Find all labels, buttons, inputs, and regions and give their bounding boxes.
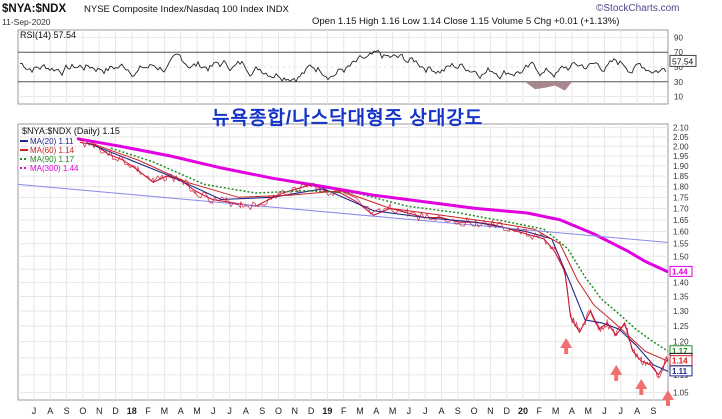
price-axis-label: 1.80: [673, 183, 689, 192]
x-tick-label: M: [584, 406, 592, 416]
x-tick-label: D: [503, 406, 510, 416]
legend-title: $NYA:$NDX (Daily) 1.15: [22, 126, 120, 136]
x-tick-label: 20: [518, 406, 528, 416]
price-daily-texture: [79, 139, 669, 380]
series-line-ma20: [86, 141, 669, 372]
x-tick-label: A: [438, 406, 444, 416]
series-line-ma90: [110, 147, 669, 352]
price-axis-label: 1.35: [673, 293, 689, 302]
price-tag: [669, 265, 693, 277]
up-arrow-marker: [635, 379, 648, 396]
rsi-value-tag: [669, 54, 697, 67]
rsi-value-tag-text: 57.54: [672, 56, 694, 66]
x-tick-label: M: [193, 406, 201, 416]
x-tick-label: N: [487, 406, 494, 416]
korean-annotation: 뉴욕종합/나스닥대형주 상대강도: [212, 107, 483, 129]
price-axis-label: 1.70: [673, 204, 689, 213]
rsi-axis-label: 90: [674, 33, 683, 42]
x-tick-label: A: [178, 406, 184, 416]
x-tick-label: J: [211, 406, 216, 416]
legend-item: MA(20) 1.11: [30, 137, 74, 146]
price-axis-label: 1.95: [673, 152, 689, 161]
x-tick-label: A: [47, 406, 53, 416]
x-tick-label: 18: [127, 406, 137, 416]
price-axis-label: 1.90: [673, 162, 689, 171]
x-tick-label: O: [79, 406, 86, 416]
price-axis-label: 2.10: [673, 124, 689, 133]
price-axis-label: 1.50: [673, 252, 689, 261]
legend-item: MA(90) 1.17: [30, 155, 75, 164]
x-tick-label: F: [145, 406, 151, 416]
price-axis-label: 1.75: [673, 193, 689, 202]
price-axis-label: 1.60: [673, 228, 689, 237]
stockcharts-brand: ©StockCharts.com: [596, 3, 680, 14]
price-axis-label: 1.30: [673, 307, 689, 316]
x-tick-label: M: [552, 406, 560, 416]
quote-date: 11-Sep-2020: [2, 17, 51, 27]
up-arrow-marker: [610, 364, 623, 381]
x-tick-label: O: [471, 406, 478, 416]
x-tick-label: M: [389, 406, 397, 416]
price-tag-text: 1.17: [672, 347, 688, 356]
x-tick-label: F: [341, 406, 347, 416]
price-axis-label: 1.65: [673, 216, 689, 225]
x-tick-label: J: [423, 406, 428, 416]
price-axis-label: 1.05: [673, 389, 689, 398]
symbol-description: NYSE Composite Index/Nasdaq 100 Index IN…: [84, 4, 289, 15]
quote-values: Open 1.15 High 1.16 Low 1.14 Close 1.15 …: [312, 16, 620, 27]
legend-item: MA(300) 1.44: [30, 164, 79, 173]
rsi-oversold-fill: [525, 81, 572, 91]
price-tag-text: 1.11: [672, 367, 688, 376]
price-tag: [669, 365, 693, 377]
x-tick-label: J: [602, 406, 607, 416]
rsi-label: RSI(14) 57.54: [20, 30, 76, 40]
x-tick-label: J: [227, 406, 232, 416]
price-axis-label: 1.40: [673, 279, 689, 288]
up-arrow-marker: [662, 390, 674, 406]
x-tick-label: A: [634, 406, 640, 416]
x-tick-label: A: [243, 406, 249, 416]
x-tick-label: O: [275, 406, 282, 416]
x-tick-label: D: [112, 406, 119, 416]
price-axis-label: 2.05: [673, 133, 689, 142]
legend-item: MA(60) 1.14: [30, 146, 75, 155]
price-axis-label: 1.85: [673, 172, 689, 181]
x-tick-label: N: [292, 406, 299, 416]
x-tick-label: A: [373, 406, 379, 416]
x-tick-label: M: [161, 406, 169, 416]
symbol-title: $NYA:$NDX: [2, 3, 67, 15]
rsi-axis-label: 30: [674, 78, 683, 87]
rsi-axis-label: 50: [674, 63, 683, 72]
series-line-trend: [17, 183, 669, 243]
quote-summary: Open 1.15 High 1.16 Low 1.14 Close 1.15 …: [312, 16, 619, 28]
up-arrow-marker: [560, 338, 573, 355]
x-tick-label: M: [356, 406, 364, 416]
price-axis-label: 1.25: [673, 322, 689, 331]
price-axis-label: 1.20: [673, 338, 689, 347]
x-tick-label: 19: [322, 406, 332, 416]
rsi-axis-label: 70: [674, 48, 683, 57]
x-tick-label: S: [650, 406, 656, 416]
price-tag-text: 1.44: [672, 267, 688, 276]
rsi-line: [19, 49, 667, 83]
x-tick-label: S: [64, 406, 70, 416]
series-line-ma300: [76, 137, 669, 274]
x-tick-label: S: [259, 406, 265, 416]
price-axis-label: 1.55: [673, 240, 689, 249]
x-tick-label: F: [537, 406, 543, 416]
x-tick-label: N: [96, 406, 103, 416]
x-tick-label: J: [619, 406, 624, 416]
x-tick-label: D: [308, 406, 315, 416]
rsi-axis-label: 10: [674, 93, 683, 102]
x-tick-label: J: [32, 406, 37, 416]
price-axis-label: 2.00: [673, 142, 689, 151]
price-tag-text: 1.14: [672, 357, 688, 366]
x-tick-label: A: [569, 406, 575, 416]
x-tick-label: J: [407, 406, 412, 416]
x-tick-label: S: [455, 406, 461, 416]
